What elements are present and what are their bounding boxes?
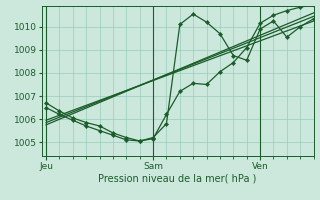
X-axis label: Pression niveau de la mer( hPa ): Pression niveau de la mer( hPa ) xyxy=(99,173,257,183)
